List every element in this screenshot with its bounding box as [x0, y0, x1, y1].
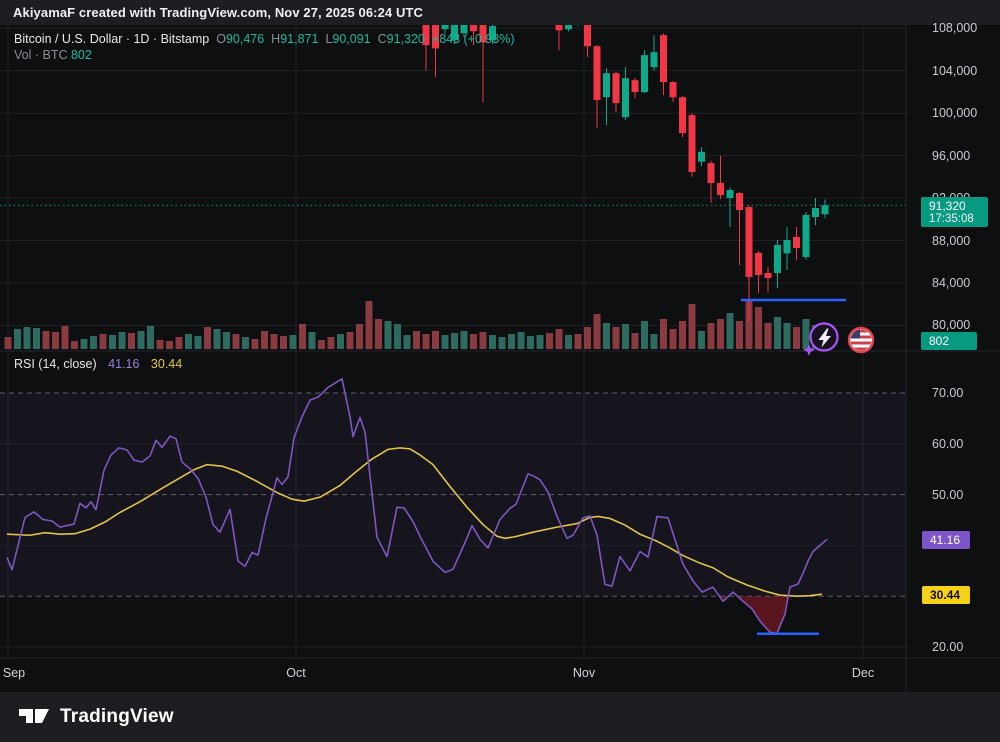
- ohlc-value: 91,871: [280, 32, 319, 46]
- axis-tick-label: 20.00: [932, 640, 964, 654]
- axis-tick-label: 104,000: [932, 63, 978, 78]
- last-price-label: 91,320 17:35:08: [921, 197, 988, 227]
- ohlc-values: O90,476 H91,871 L90,091 C91,320: [209, 32, 425, 46]
- ohlc-value: 90,476: [225, 32, 265, 46]
- volume-legend-value: 802: [70, 48, 92, 62]
- ohlc-key: H: [271, 32, 281, 46]
- time-axis-label: Nov: [572, 666, 596, 680]
- ohlc-key: O: [216, 32, 226, 46]
- tradingview-logo-icon[interactable]: [18, 704, 52, 730]
- change-value: +843 (+0.93%): [431, 32, 515, 46]
- rsi-ma-axis-value-label: 30.44: [922, 586, 970, 604]
- axis-tick-label: 50.00: [932, 487, 964, 502]
- volume-legend-label: Vol · BTC: [14, 48, 68, 62]
- rsi-value: 41.16: [108, 357, 140, 371]
- axis-tick-label: 84,000: [932, 275, 971, 290]
- ohlc-key: L: [325, 32, 333, 46]
- ohlc-key: C: [377, 32, 387, 46]
- attribution-text: AkiyamaF created with TradingView.com, N…: [13, 5, 423, 20]
- rsi-legend-label[interactable]: RSI (14, close): [14, 357, 97, 371]
- ohlc-value: 91,320: [386, 32, 425, 46]
- symbol-legend[interactable]: Bitcoin / U.S. Dollar · 1D · Bitstamp O90…: [14, 32, 515, 46]
- attribution-bar: AkiyamaF created with TradingView.com, N…: [0, 0, 1000, 25]
- axis-tick-label: 88,000: [932, 233, 971, 248]
- time-axis-label: Oct: [286, 666, 306, 680]
- rsi-ma-value: 30.44: [150, 357, 183, 371]
- tradingview-wordmark[interactable]: TradingView: [60, 706, 174, 727]
- us-flag-badge-icon[interactable]: [845, 324, 877, 356]
- lightning-badge-icon[interactable]: [801, 319, 843, 359]
- volume-axis-label: 802: [921, 332, 977, 350]
- last-price-value: 91,320: [929, 199, 966, 213]
- volume-legend[interactable]: Vol · BTC 802: [14, 48, 92, 62]
- axis-tick-label: 108,000: [932, 21, 978, 36]
- time-axis-label: Sep: [2, 666, 26, 680]
- axis-tick-label: 96,000: [932, 148, 971, 163]
- ohlc-value: 90,091: [332, 32, 371, 46]
- footer-bar: TradingView: [0, 692, 1000, 742]
- axis-tick-label: 70.00: [932, 386, 964, 400]
- axis-tick-label: 100,000: [932, 106, 978, 121]
- symbol-title[interactable]: Bitcoin / U.S. Dollar · 1D · Bitstamp: [14, 32, 210, 46]
- axis-tick-label: 60.00: [932, 436, 964, 451]
- axis-tick-label: 80,000: [932, 318, 971, 333]
- bar-countdown: 17:35:08: [929, 213, 974, 225]
- rsi-axis-value-label: 41.16: [922, 531, 970, 549]
- rsi-legend[interactable]: RSI (14, close) 41.16 30.44: [14, 357, 182, 371]
- time-axis-label: Dec: [851, 666, 875, 680]
